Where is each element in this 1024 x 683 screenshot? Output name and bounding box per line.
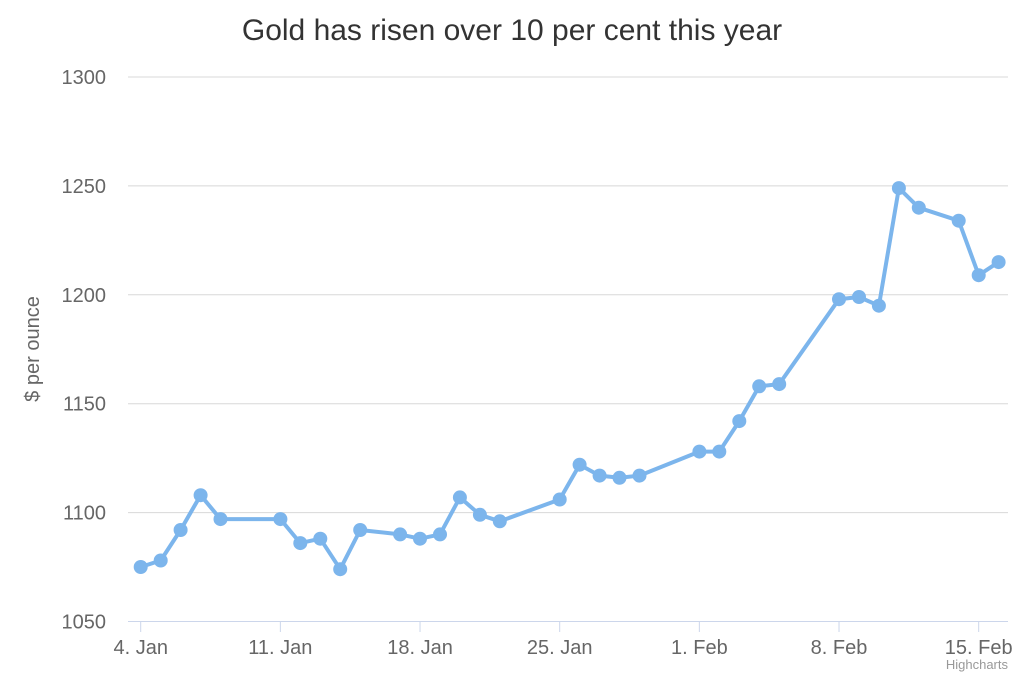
x-axis-tick-label: 1. Feb	[671, 637, 728, 659]
data-point-marker[interactable]	[433, 527, 447, 542]
data-point-marker[interactable]	[712, 444, 727, 459]
y-axis-tick-label: 1150	[63, 394, 106, 416]
y-axis-tick-label: 1200	[62, 285, 107, 307]
data-point-marker[interactable]	[592, 468, 607, 483]
data-point-marker[interactable]	[632, 468, 647, 483]
data-point-marker[interactable]	[971, 268, 986, 283]
data-point-marker[interactable]	[991, 255, 1006, 270]
x-axis-tick-labels: 4. Jan 11. Jan 18. Jan 25. Jan 1. Feb 8. Feb 1…	[113, 637, 1012, 659]
data-point-marker[interactable]	[393, 527, 408, 542]
data-point-marker[interactable]	[772, 377, 787, 392]
x-axis-tick-marks	[140, 621, 980, 632]
data-point-marker[interactable]	[732, 414, 747, 429]
data-point-marker[interactable]	[413, 531, 427, 546]
data-point-marker[interactable]	[173, 523, 188, 537]
data-point-marker[interactable]	[492, 514, 507, 529]
x-axis-tick-label: 4. Jan	[113, 637, 167, 659]
data-point-marker[interactable]	[293, 536, 308, 551]
data-point-marker[interactable]	[552, 492, 567, 507]
data-point-marker[interactable]	[911, 200, 926, 215]
data-point-marker[interactable]	[951, 213, 966, 228]
x-axis-tick-label: 8. Feb	[811, 637, 868, 659]
x-axis-tick-label: 15. Feb	[945, 637, 1013, 659]
y-gridlines	[128, 76, 1008, 622]
data-point-marker[interactable]	[133, 560, 148, 574]
data-point-marker[interactable]	[871, 298, 886, 313]
highcharts-credits-link[interactable]: Highcharts	[946, 657, 1009, 672]
chart-title: Gold has risen over 10 per cent this yea…	[242, 14, 782, 47]
data-point-marker[interactable]	[333, 562, 348, 577]
data-point-marker[interactable]	[213, 512, 228, 527]
data-point-marker[interactable]	[353, 523, 368, 537]
y-axis-tick-label: 1300	[62, 67, 107, 89]
data-point-marker[interactable]	[832, 292, 846, 307]
series-line[interactable]	[138, 186, 1001, 572]
series-group	[138, 186, 1001, 572]
data-point-marker[interactable]	[612, 470, 627, 485]
x-axis-tick-label: 18. Jan	[387, 637, 453, 659]
data-point-marker[interactable]	[452, 490, 467, 505]
markers-group	[133, 181, 1006, 577]
y-axis-tick-label: 1100	[63, 503, 106, 525]
y-axis-tick-label: 1050	[62, 612, 107, 634]
data-point-marker[interactable]	[153, 553, 168, 568]
data-point-marker[interactable]	[572, 457, 587, 472]
data-point-marker[interactable]	[752, 379, 767, 394]
data-point-marker[interactable]	[852, 290, 866, 304]
y-axis-tick-labels: 1050 1100 1150 1200 1250 1300	[62, 67, 107, 634]
data-point-marker[interactable]	[692, 444, 707, 459]
y-axis-title: $ per ounce	[22, 296, 44, 402]
x-axis-tick-label: 25. Jan	[527, 637, 593, 659]
data-point-marker[interactable]	[313, 531, 328, 546]
data-point-marker[interactable]	[193, 488, 208, 503]
x-axis-tick-label: 11. Jan	[248, 637, 312, 659]
data-point-marker[interactable]	[472, 507, 487, 522]
data-point-marker[interactable]	[273, 512, 288, 527]
data-point-marker[interactable]	[891, 181, 906, 196]
y-axis-tick-label: 1250	[62, 176, 107, 198]
